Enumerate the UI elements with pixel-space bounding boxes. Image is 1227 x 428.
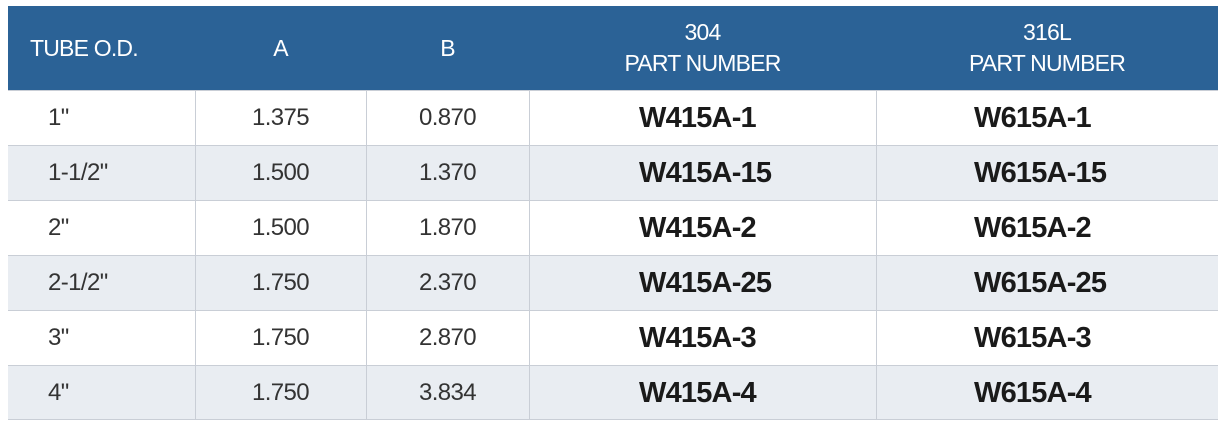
cell-text: 3" bbox=[48, 324, 69, 351]
cell-text: B bbox=[440, 34, 455, 61]
data-cell: 1.375 bbox=[195, 91, 366, 145]
part-number-cell: W415A-4 bbox=[529, 366, 876, 420]
cell-text: W615A-1 bbox=[974, 101, 1092, 134]
cell-text: 1.500 bbox=[251, 214, 310, 241]
cell-text: 316L bbox=[1023, 19, 1072, 45]
data-cell: 1.500 bbox=[195, 146, 366, 200]
header-cell: B bbox=[366, 6, 529, 90]
header-row: TUBE O.D. A B 304 PART NUMBER 316L PART NUMBER bbox=[8, 6, 1218, 90]
data-cell: 2.870 bbox=[366, 311, 529, 365]
cell-text: 304 bbox=[684, 19, 722, 45]
data-cell: 1" bbox=[8, 91, 195, 145]
data-cell: 4" bbox=[8, 366, 195, 420]
part-number-cell: W415A-15 bbox=[529, 146, 876, 200]
cell-text: W415A-25 bbox=[639, 266, 772, 299]
cell-text: PART NUMBER bbox=[624, 50, 781, 76]
part-number-cell: W415A-3 bbox=[529, 311, 876, 365]
cell-text: W415A-2 bbox=[639, 211, 757, 244]
table-row: 2-1/2" 1.750 2.370 W415A-25 W615A-25 bbox=[8, 255, 1218, 310]
cell-text: W615A-3 bbox=[974, 321, 1092, 354]
cell-text: 1-1/2" bbox=[48, 159, 108, 186]
data-cell: 1.370 bbox=[366, 146, 529, 200]
table: TUBE O.D. A B 304 PART NUMBER 316L PART NUMBER… bbox=[8, 6, 1218, 420]
cell-text: 2.870 bbox=[418, 324, 477, 351]
column-divider bbox=[195, 90, 196, 420]
cell-text: W415A-1 bbox=[639, 101, 757, 134]
data-cell: 3.834 bbox=[366, 366, 529, 420]
cell-text: 0.870 bbox=[418, 104, 477, 131]
cell-text: 1.375 bbox=[251, 104, 310, 131]
cell-text: W615A-15 bbox=[974, 156, 1107, 189]
data-cell: 1.500 bbox=[195, 201, 366, 255]
part-number-cell: W615A-25 bbox=[876, 256, 1218, 310]
data-cell: 1.750 bbox=[195, 256, 366, 310]
column-divider bbox=[876, 90, 877, 420]
cell-text: 1.500 bbox=[251, 159, 310, 186]
cell-text: 1.870 bbox=[418, 214, 477, 241]
cell-text: PART NUMBER bbox=[968, 50, 1126, 76]
cell-text: 1.750 bbox=[251, 269, 310, 296]
part-number-cell: W415A-25 bbox=[529, 256, 876, 310]
cell-text: W615A-25 bbox=[974, 266, 1107, 299]
data-cell: 0.870 bbox=[366, 91, 529, 145]
header-cell: 304 PART NUMBER bbox=[529, 6, 876, 90]
cell-text: 1" bbox=[48, 104, 69, 131]
column-divider bbox=[366, 90, 367, 420]
cell-text: W415A-3 bbox=[639, 321, 757, 354]
part-number-cell: W415A-2 bbox=[529, 201, 876, 255]
cell-text: 2-1/2" bbox=[48, 269, 108, 296]
table-row: 3" 1.750 2.870 W415A-3 W615A-3 bbox=[8, 310, 1218, 365]
table-row: 1-1/2" 1.500 1.370 W415A-15 W615A-15 bbox=[8, 145, 1218, 200]
data-cell: 3" bbox=[8, 311, 195, 365]
cell-text: TUBE O.D. bbox=[30, 34, 139, 61]
cell-text: W415A-4 bbox=[639, 376, 757, 409]
part-number-cell: W615A-3 bbox=[876, 311, 1218, 365]
header-cell: TUBE O.D. bbox=[8, 6, 195, 90]
cell-text: 1.750 bbox=[251, 379, 310, 406]
table-row: 1" 1.375 0.870 W415A-1 W615A-1 bbox=[8, 90, 1218, 145]
header-cell: A bbox=[195, 6, 366, 90]
part-number-cell: W615A-2 bbox=[876, 201, 1218, 255]
data-cell: 2-1/2" bbox=[8, 256, 195, 310]
cell-text: 2" bbox=[48, 214, 69, 241]
table-border bbox=[8, 419, 1218, 420]
cell-text: 3.834 bbox=[418, 379, 477, 406]
cell-text: W415A-15 bbox=[639, 156, 772, 189]
part-number-cell: W615A-4 bbox=[876, 366, 1218, 420]
cell-text: W615A-4 bbox=[974, 376, 1092, 409]
data-cell: 1.870 bbox=[366, 201, 529, 255]
table-row: 2" 1.500 1.870 W415A-2 W615A-2 bbox=[8, 200, 1218, 255]
cell-text: 1.370 bbox=[418, 159, 477, 186]
part-number-cell: W615A-15 bbox=[876, 146, 1218, 200]
data-cell: 2.370 bbox=[366, 256, 529, 310]
cell-text: A bbox=[273, 34, 288, 61]
part-number-cell: W415A-1 bbox=[529, 91, 876, 145]
data-cell: 1.750 bbox=[195, 366, 366, 420]
part-number-cell: W615A-1 bbox=[876, 91, 1218, 145]
cell-text: 2.370 bbox=[418, 269, 477, 296]
data-cell: 1.750 bbox=[195, 311, 366, 365]
cell-text: 4" bbox=[48, 379, 69, 406]
column-divider bbox=[529, 90, 530, 420]
table-row: 4" 1.750 3.834 W415A-4 W615A-4 bbox=[8, 365, 1218, 420]
data-cell: 2" bbox=[8, 201, 195, 255]
cell-text: 1.750 bbox=[251, 324, 310, 351]
header-cell: 316L PART NUMBER bbox=[876, 6, 1218, 90]
data-cell: 1-1/2" bbox=[8, 146, 195, 200]
cell-text: W615A-2 bbox=[974, 211, 1092, 244]
